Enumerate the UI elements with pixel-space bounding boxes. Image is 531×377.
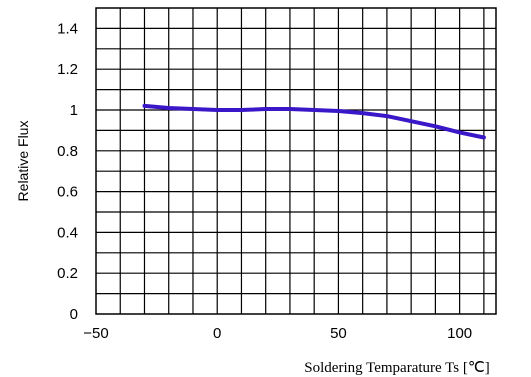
y-tick-label: 0.4 bbox=[57, 224, 78, 241]
y-tick-label: 0.2 bbox=[57, 265, 78, 282]
x-axis: −50 0 50 100 bbox=[83, 325, 472, 342]
plot-area bbox=[96, 8, 496, 314]
y-tick-label: 0.6 bbox=[57, 184, 78, 201]
y-tick-label: 1.2 bbox=[57, 61, 78, 78]
y-tick-label: 0.8 bbox=[57, 143, 78, 160]
y-tick-label: 1.4 bbox=[57, 20, 78, 37]
x-axis-label: Soldering Temparature Ts [℃] bbox=[304, 360, 489, 376]
y-tick-label: 1 bbox=[70, 102, 78, 119]
y-axis: 0 0.2 0.4 0.6 0.8 1 1.2 1.4 bbox=[57, 20, 78, 323]
x-tick-label: −50 bbox=[83, 325, 108, 342]
y-tick-label: 0 bbox=[70, 306, 78, 323]
x-tick-label: 0 bbox=[213, 325, 221, 342]
y-axis-label: Relative Flux bbox=[15, 121, 31, 202]
x-tick-label: 50 bbox=[330, 325, 347, 342]
x-tick-label: 100 bbox=[447, 325, 472, 342]
